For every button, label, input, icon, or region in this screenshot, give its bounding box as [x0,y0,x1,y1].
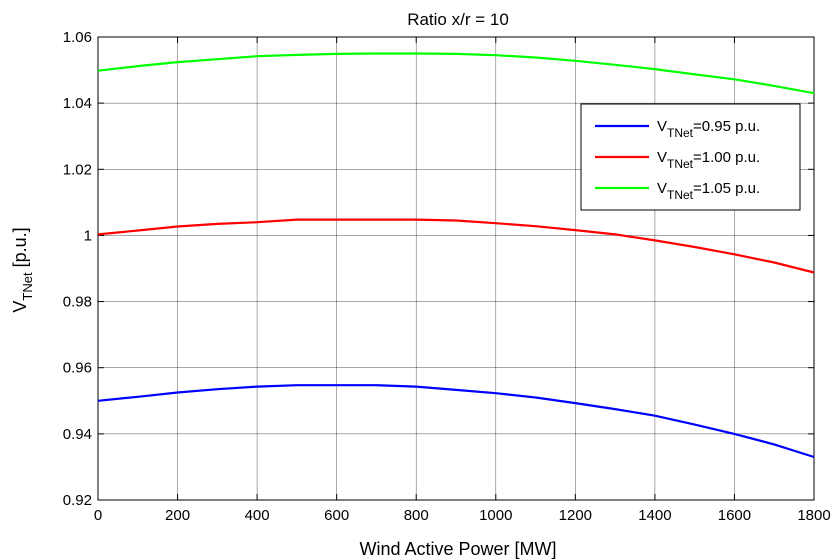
series-lines [97,52,815,459]
x-tick-label: 1400 [638,507,671,524]
x-tick-label: 0 [94,507,102,524]
legend-label-suffix: =0.95 p.u. [693,118,760,135]
y-axis-label-suffix: [p.u.] [10,227,30,272]
ticks: 0 200 400 600 800 1000 1200 1400 1600 1800 0.92 0.9… [63,29,831,524]
legend-label-main: V [657,118,667,135]
legend-label-sub: TNet [667,157,694,171]
y-tick-label: 0.98 [63,294,92,311]
legend-label-3: VTNet=1.05 p.u. [657,180,760,202]
y-tick-label: 0.96 [63,360,92,377]
legend-label-suffix: =1.00 p.u. [693,149,760,166]
plot-area [97,36,815,501]
x-tick-label: 1000 [479,507,512,524]
legend-label-1: VTNet=0.95 p.u. [657,118,760,140]
x-tick-label: 1600 [718,507,751,524]
x-tick-label: 200 [165,507,190,524]
y-axis-label-main: V [10,301,30,313]
legend-label-main: V [657,149,667,166]
y-axis-label-sub: TNet [20,272,35,301]
y-tick-label: 1.04 [63,95,92,112]
series-line-3 [97,52,815,95]
y-tick-label: 1 [84,227,92,244]
legend-label-main: V [657,180,667,197]
y-axis-label: VTNet [p.u.] [10,227,35,312]
x-axis-label: Wind Active Power [MW] [359,539,556,559]
y-tick-label: 1.06 [63,29,92,46]
x-tick-label: 800 [404,507,429,524]
x-tick-label: 400 [245,507,270,524]
y-tick-label: 0.94 [63,426,92,443]
legend-label-sub: TNet [667,126,694,140]
x-tick-label: 1800 [797,507,830,524]
series-line-2 [97,218,815,274]
x-tick-label: 600 [324,507,349,524]
legend-label-sub: TNet [667,188,694,202]
series-line-1 [97,384,815,459]
legend-label-2: VTNet=1.00 p.u. [657,149,760,171]
y-tick-label: 0.92 [63,492,92,509]
y-tick-label: 1.02 [63,161,92,178]
x-tick-label: 1200 [559,507,592,524]
legend-label-suffix: =1.05 p.u. [693,180,760,197]
chart-title: Ratio x/r = 10 [407,10,509,29]
legend: VTNet=0.95 p.u.VTNet=1.00 p.u.VTNet=1.05… [580,103,801,211]
